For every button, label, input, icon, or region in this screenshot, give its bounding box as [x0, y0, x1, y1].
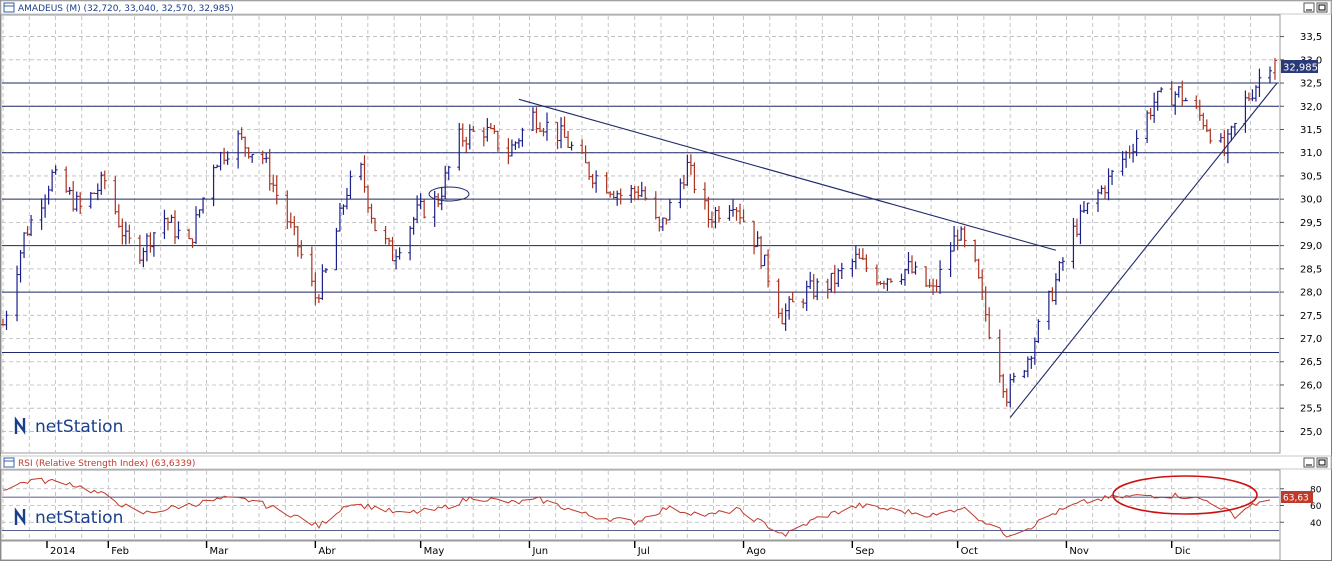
- rsi-plot-area[interactable]: [0, 469, 1281, 541]
- panel-menu-icon[interactable]: [3, 2, 15, 13]
- price-y-tick-label-13: 27,0: [1300, 334, 1322, 345]
- rsi-reference-lines: [2, 496, 1279, 532]
- trend-lines: [518, 82, 1278, 418]
- price-y-tick-label-5: 31,0: [1300, 148, 1322, 159]
- price-y-tick-label-14: 26,5: [1300, 357, 1322, 368]
- rsi-y-axis: 80 60 40: [1280, 485, 1322, 529]
- price-y-tick-label-8: 29,5: [1300, 218, 1322, 229]
- rsi-title-bar: [0, 455, 1332, 470]
- x-axis-label-7: Ago: [747, 546, 766, 557]
- trend-line-0: [518, 98, 1057, 251]
- maximize-icon[interactable]: [1316, 2, 1328, 13]
- x-axis-label-3: Abr: [318, 546, 336, 557]
- rsi-y-tick-label-0: 80: [1310, 485, 1322, 495]
- price-y-tick-label-15: 26,0: [1300, 380, 1322, 391]
- x-axis-label-0: 2014: [50, 546, 75, 557]
- price-y-tick-label-4: 31,5: [1300, 125, 1322, 136]
- rsi-minimize-icon[interactable]: [1303, 457, 1315, 468]
- price-bars: [1, 57, 1277, 408]
- rsi-last-value-label: 63,63: [1283, 494, 1309, 504]
- trend-line-1: [1009, 82, 1278, 418]
- last-price-marker: 32,985: [1281, 60, 1318, 74]
- price-y-tick-label-6: 30,5: [1300, 171, 1322, 182]
- x-axis-label-9: Oct: [961, 546, 978, 557]
- last-price-box: [1281, 60, 1318, 73]
- price-plot-area[interactable]: [0, 14, 1281, 454]
- x-axis-strip: [0, 540, 1281, 561]
- rsi-netstation-logo-text: netStation: [35, 508, 123, 528]
- price-y-tick-label-9: 29,0: [1300, 241, 1322, 252]
- rsi-maximize-icon[interactable]: [1316, 457, 1328, 468]
- x-axis: 2014 Feb Mar Abr May Jun Jul Ago Sep Oct Nov Dic: [46, 541, 1191, 557]
- price-y-tick-label-10: 28,5: [1300, 264, 1322, 275]
- price-y-axis: 33,533,032,532,031,531,030,530,029,529,0…: [1280, 32, 1322, 438]
- price-y-tick-label-17: 25,0: [1300, 427, 1322, 438]
- gap-highlight-ellipse: [428, 186, 470, 202]
- main-title-bar: [0, 0, 1332, 15]
- price-y-tick-label-0: 33,5: [1300, 32, 1322, 43]
- rsi-panel-menu-icon[interactable]: [3, 457, 15, 468]
- rsi-line: [2, 477, 1271, 538]
- x-axis-label-8: Sep: [855, 546, 874, 557]
- x-axis-label-10: Nov: [1069, 546, 1089, 557]
- price-y-tick-label-3: 32,0: [1300, 102, 1322, 113]
- x-axis-label-1: Feb: [111, 546, 129, 557]
- price-y-tick-label-16: 25,5: [1300, 404, 1322, 415]
- rsi-netstation-logo-icon: [14, 507, 26, 526]
- rsi-y-tick-label-2: 40: [1310, 519, 1322, 529]
- x-axis-label-5: Jun: [531, 546, 548, 557]
- x-axis-label-4: May: [424, 546, 445, 557]
- rsi-last-value-box: [1281, 491, 1313, 503]
- price-y-tick-label-2: 32,5: [1300, 79, 1322, 90]
- x-axis-label-11: Dic: [1175, 546, 1191, 557]
- netstation-logo: netStation: [14, 416, 123, 437]
- rsi-netstation-logo: netStation: [14, 507, 123, 528]
- netstation-logo-icon: [14, 416, 26, 435]
- main-title: AMADEUS (M) (32,720, 33,040, 32,570, 32,…: [18, 4, 234, 14]
- rsi-y-tick-label-1: 60: [1310, 502, 1322, 512]
- maximize-icon-glyph: [1318, 4, 1326, 11]
- rsi-highlight-ellipse: [1112, 475, 1258, 515]
- price-y-tick-label-12: 27,5: [1300, 311, 1322, 322]
- x-axis-label-2: Mar: [210, 546, 230, 557]
- support-resistance-lines: [2, 82, 1279, 353]
- x-axis-label-6: Jul: [637, 546, 650, 557]
- rsi-last-value-marker: 63,63: [1281, 491, 1313, 504]
- last-price-label: 32,985: [1283, 63, 1318, 74]
- rsi-maximize-icon-glyph: [1318, 459, 1326, 466]
- netstation-logo-text: netStation: [35, 417, 123, 437]
- rsi-title: RSI (Relative Strength Index) (63,6339): [18, 459, 195, 469]
- price-y-tick-label-7: 30,0: [1300, 195, 1322, 206]
- price-y-tick-label-11: 28,0: [1300, 288, 1322, 299]
- minimize-icon[interactable]: [1303, 2, 1315, 13]
